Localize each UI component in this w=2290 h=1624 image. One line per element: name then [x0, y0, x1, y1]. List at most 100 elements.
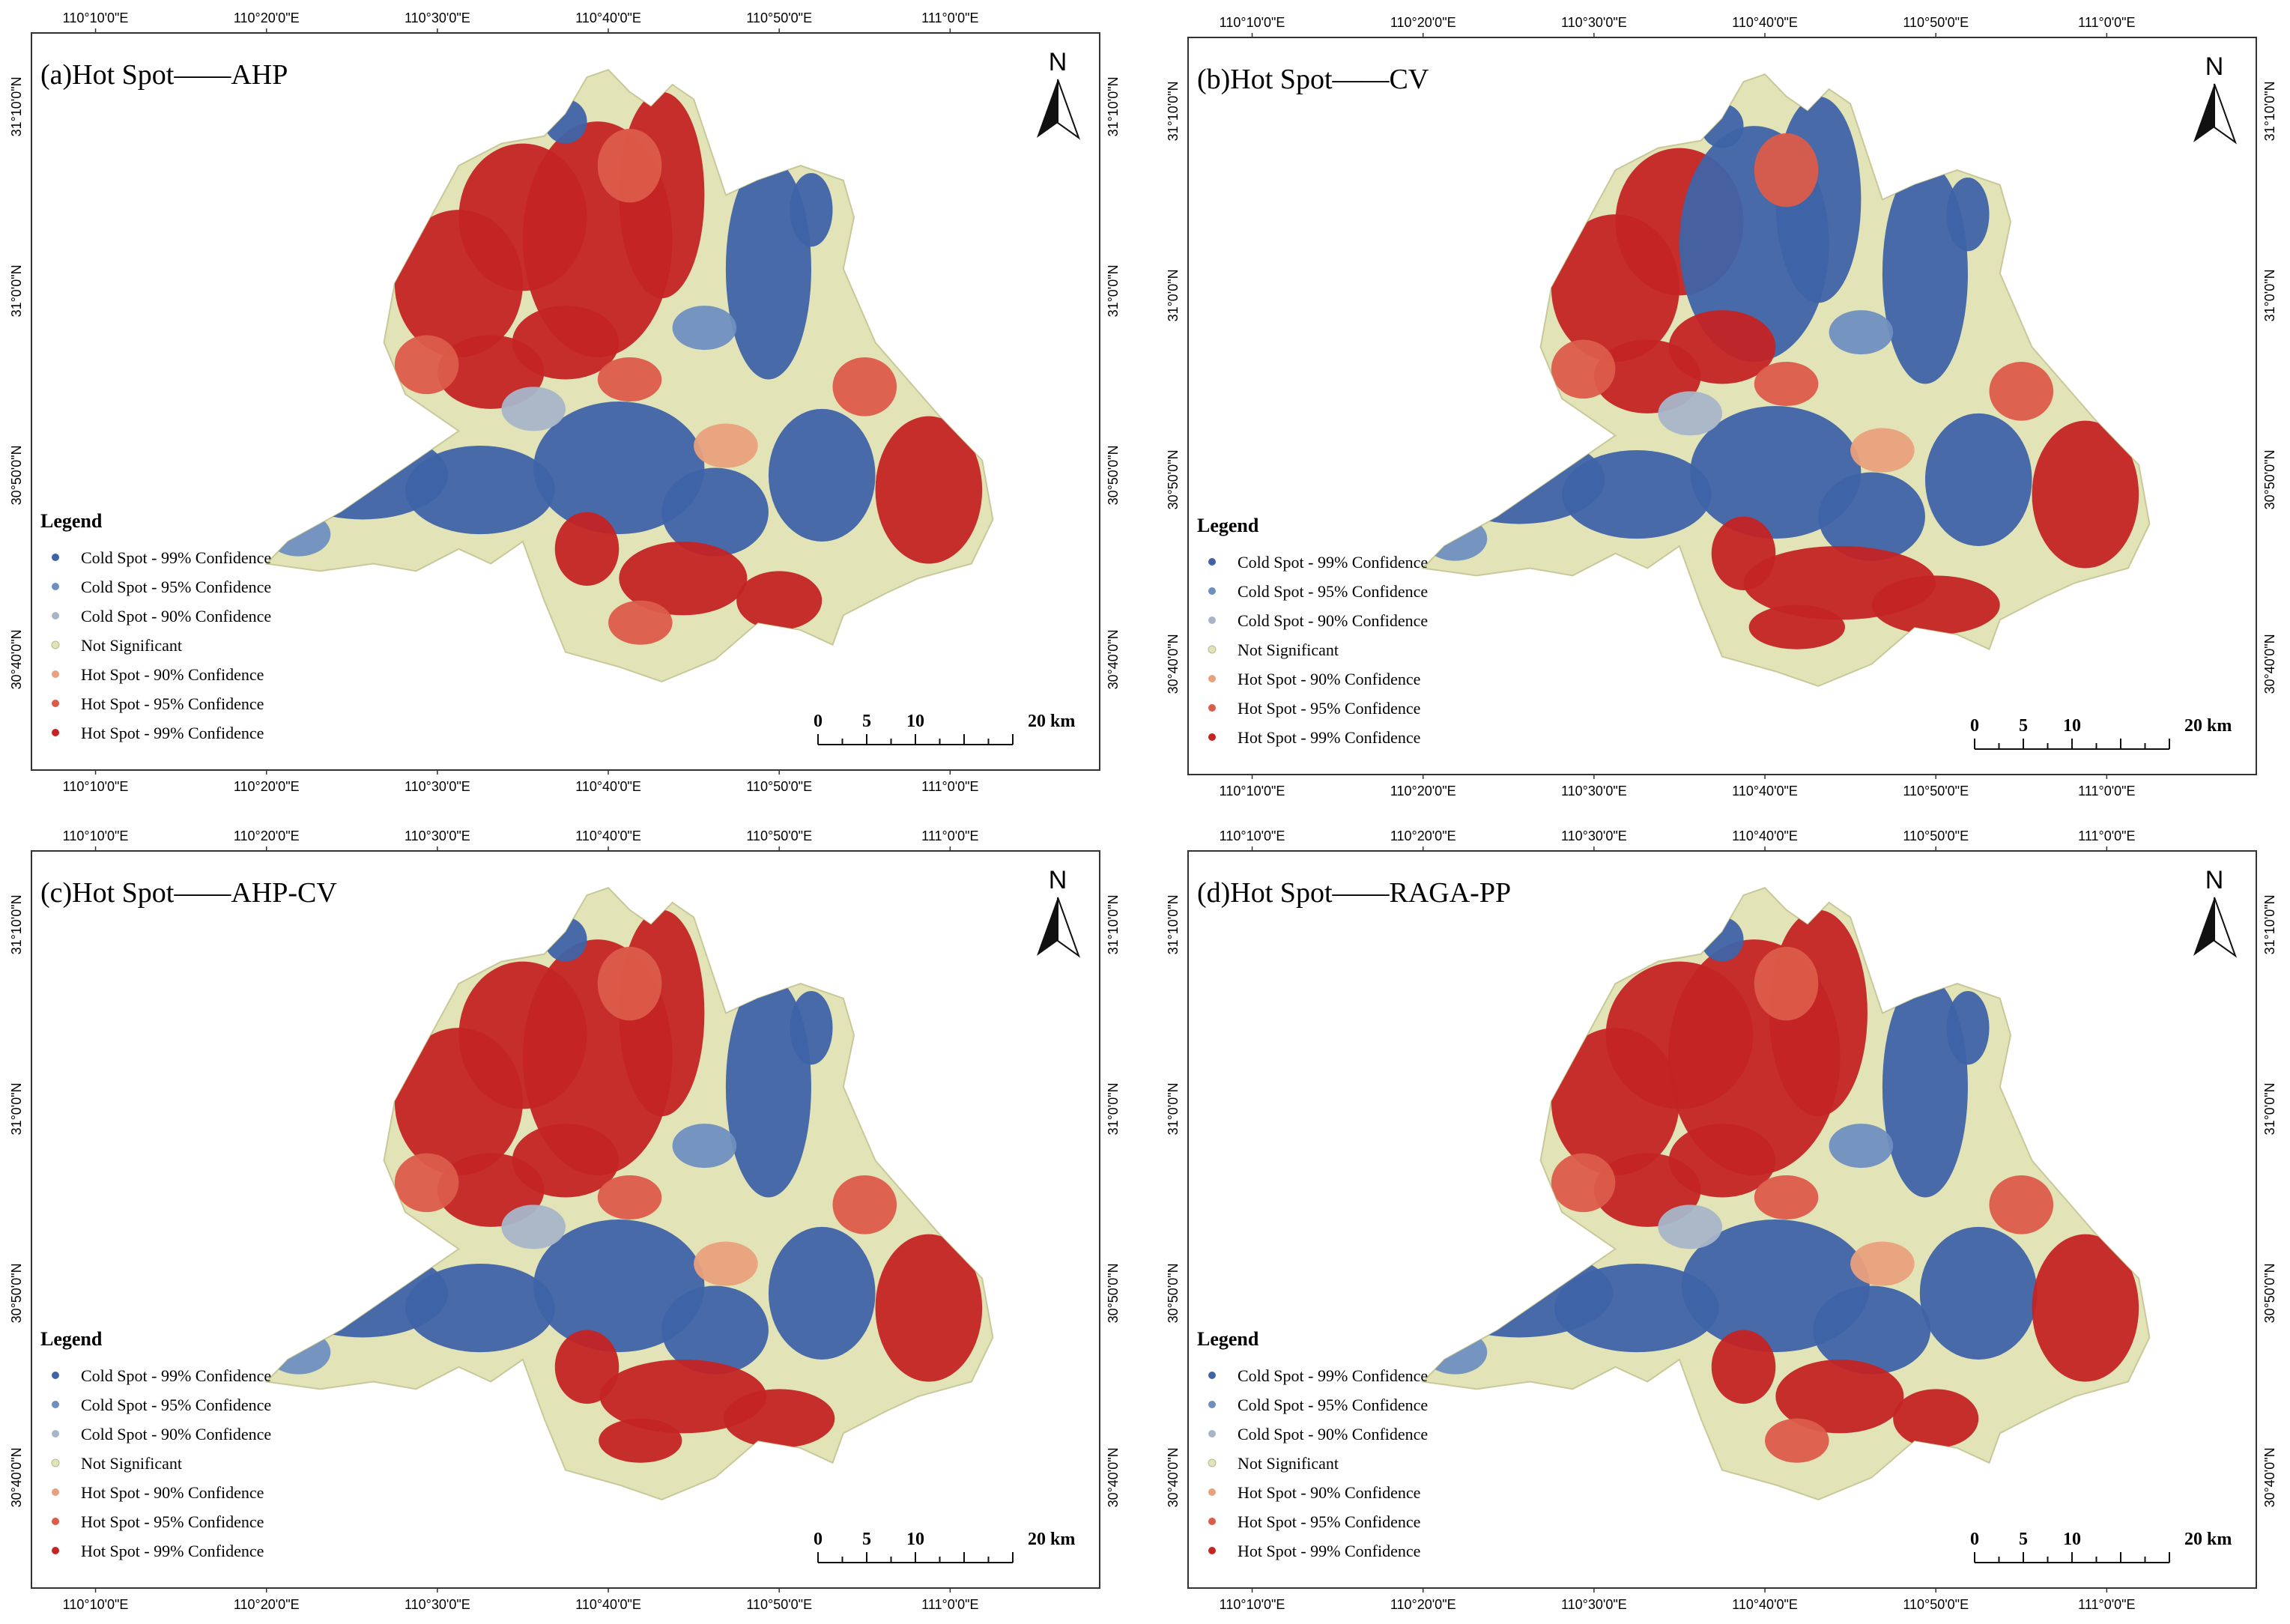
lat-label-right: 31°10'0"N: [2262, 894, 2277, 954]
lat-label-right: 30°50'0"N: [2262, 449, 2277, 509]
lat-label-left: 31°10'0"N: [1166, 894, 1181, 954]
lat-label-left: 30°50'0"N: [9, 445, 24, 505]
lon-label-top: 111°0'0"E: [921, 10, 978, 25]
spot-cold99: [1946, 990, 1990, 1065]
scale-bar-label: 5: [862, 1530, 871, 1549]
legend-item: Cold Spot - 95% Confidence: [1238, 1396, 1428, 1414]
panel-title: (b)Hot Spot——CV: [1197, 64, 1429, 95]
lat-label-right: 30°40'0"N: [2262, 1447, 2277, 1507]
legend-item: Not Significant: [81, 636, 182, 655]
lat-label-right: 31°10'0"N: [2262, 81, 2277, 141]
spot-hot99: [599, 1418, 682, 1463]
lat-label-right: 30°40'0"N: [1106, 629, 1121, 689]
spot-cold99: [1818, 472, 1925, 561]
lon-label-top: 110°20'0"E: [1390, 15, 1456, 30]
legend-swatch: [1208, 1372, 1216, 1379]
legend-item: Hot Spot - 90% Confidence: [1238, 670, 1420, 688]
north-arrow-icon: [2214, 897, 2238, 958]
spot-hot95: [1754, 1175, 1819, 1219]
spot-cold99: [1554, 1264, 1719, 1353]
spot-hot99: [2032, 420, 2139, 569]
legend-swatch: [52, 729, 59, 736]
north-arrow-icon: [1037, 79, 1058, 138]
lat-label-left: 30°40'0"N: [1166, 1447, 1181, 1507]
spot-hot90: [694, 1241, 758, 1286]
legend-title: Legend: [40, 510, 103, 532]
legend-swatch: [52, 1430, 59, 1437]
spot-hot95: [1551, 339, 1616, 399]
lat-label-right: 30°40'0"N: [2262, 634, 2277, 694]
legend-swatch: [51, 1458, 60, 1467]
spot-hot99: [875, 1234, 983, 1382]
legend-swatch: [52, 1547, 59, 1554]
map-panel-c: 110°10'0"E 110°10'0"E 110°20'0"E 110°20'0"E…: [9, 828, 1121, 1612]
north-arrow-icon: [2214, 83, 2238, 145]
lon-label-bottom: 111°0'0"E: [2078, 1597, 2135, 1612]
legend-swatch: [52, 1488, 59, 1496]
lon-label-bottom: 110°40'0"E: [575, 779, 641, 794]
spot-cold99: [533, 1219, 705, 1353]
spot-cold99: [661, 1285, 769, 1375]
legend-item: Hot Spot - 95% Confidence: [81, 694, 264, 713]
spot-hot90: [1850, 428, 1915, 473]
lon-label-top: 110°20'0"E: [1390, 828, 1456, 843]
north-arrow-label: N: [1049, 48, 1067, 76]
lat-label-left: 30°40'0"N: [1166, 634, 1181, 694]
legend-item: Cold Spot - 90% Confidence: [1238, 611, 1428, 630]
legend-item: Hot Spot - 95% Confidence: [1238, 1512, 1420, 1531]
legend-item: Cold Spot - 99% Confidence: [81, 1366, 271, 1385]
lon-label-bottom: 110°10'0"E: [63, 1597, 129, 1612]
lon-label-top: 110°50'0"E: [1903, 15, 1969, 30]
lat-label-left: 31°0'0"N: [9, 1082, 24, 1135]
legend-swatch: [1208, 675, 1216, 682]
lon-label-bottom: 111°0'0"E: [2078, 784, 2135, 799]
spot-hot99: [1775, 1359, 1904, 1434]
lon-label-top: 110°40'0"E: [575, 828, 641, 843]
legend-title: Legend: [40, 1328, 103, 1350]
legend-swatch: [1208, 645, 1217, 654]
lon-label-top: 110°20'0"E: [234, 828, 300, 843]
spot-hot99: [619, 541, 748, 616]
lon-label-bottom: 110°40'0"E: [575, 1597, 641, 1612]
spot-hot99: [554, 512, 620, 586]
spot-cold99: [533, 402, 705, 535]
spot-cold99: [1562, 450, 1712, 539]
legend-swatch: [1208, 587, 1216, 595]
legend-item: Hot Spot - 90% Confidence: [1238, 1483, 1420, 1502]
lon-label-top: 110°40'0"E: [1732, 15, 1798, 30]
lat-label-right: 30°50'0"N: [2262, 1263, 2277, 1323]
spot-hot99: [512, 306, 620, 380]
legend-item: Cold Spot - 99% Confidence: [1238, 1366, 1428, 1385]
legend-item: Hot Spot - 99% Confidence: [81, 724, 264, 742]
lon-label-bottom: 110°30'0"E: [1561, 784, 1627, 799]
legend-item: Hot Spot - 99% Confidence: [1238, 1542, 1420, 1560]
scale-bar-label: 20 km: [2184, 716, 2232, 736]
lon-label-top: 110°50'0"E: [1903, 828, 1969, 843]
scale-bar-label: 10: [906, 1530, 924, 1549]
legend-item: Cold Spot - 90% Confidence: [81, 607, 271, 625]
north-arrow-label: N: [2205, 52, 2224, 81]
legend-swatch: [1208, 1401, 1216, 1408]
spot-cold99: [790, 172, 833, 247]
lon-label-top: 110°40'0"E: [575, 10, 641, 25]
spot-hot95: [1989, 361, 2054, 421]
north-arrow-icon: [2193, 897, 2214, 956]
spot-hot99: [875, 416, 983, 564]
legend-swatch: [52, 1401, 59, 1408]
legend-item: Cold Spot - 90% Confidence: [81, 1425, 271, 1443]
legend-item: Cold Spot - 99% Confidence: [81, 548, 271, 567]
panel-title: (a)Hot Spot——AHP: [40, 59, 288, 91]
lon-label-bottom: 110°40'0"E: [1732, 1597, 1798, 1612]
lat-label-left: 30°40'0"N: [9, 629, 24, 689]
spot-hot99: [512, 1124, 620, 1198]
lon-label-bottom: 110°30'0"E: [405, 1597, 470, 1612]
legend-item: Cold Spot - 95% Confidence: [81, 578, 271, 596]
spot-hot99: [1893, 1389, 1979, 1449]
spot-cold99: [1690, 406, 1862, 539]
spot-hot95: [832, 1175, 897, 1234]
legend-swatch: [1208, 704, 1216, 712]
spot-cold99: [661, 467, 769, 557]
spot-hot95: [608, 600, 673, 645]
lon-label-bottom: 110°10'0"E: [1220, 784, 1285, 799]
lon-label-top: 111°0'0"E: [2078, 15, 2135, 30]
